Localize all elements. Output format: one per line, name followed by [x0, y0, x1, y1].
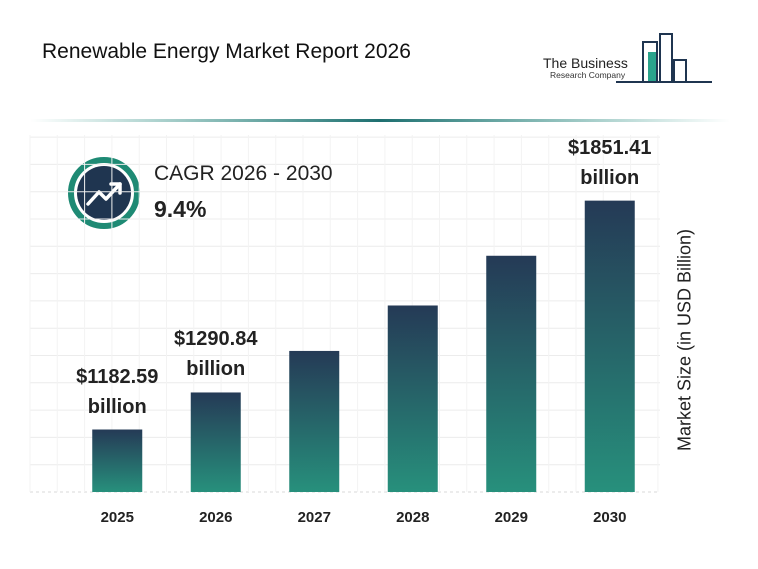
bar — [92, 429, 143, 492]
grid — [29, 135, 660, 493]
bar — [387, 305, 438, 492]
logo-icon — [616, 33, 712, 83]
x-tick-label: 2026 — [199, 509, 233, 526]
chart-title: Renewable Energy Market Report 2026 — [42, 40, 411, 63]
cagr-value: 9.4% — [154, 196, 207, 222]
x-tick-label: 2030 — [593, 509, 627, 526]
separator — [30, 119, 730, 122]
bar — [190, 392, 241, 492]
cagr-label: CAGR 2026 - 2030 — [154, 162, 333, 185]
bar — [289, 350, 340, 492]
data-label: $1851.41 billion — [568, 136, 652, 189]
x-tick-label: 2029 — [494, 509, 528, 526]
x-tick-label: 2027 — [297, 509, 331, 526]
data-label: $1182.59 billion — [76, 365, 159, 418]
bar — [486, 255, 537, 492]
x-tick-label: 2028 — [396, 509, 430, 526]
y-axis-label: Market Size (in USD Billion) — [674, 228, 695, 452]
cagr-icon — [68, 157, 140, 229]
logo-subtext: Research Company — [550, 70, 626, 80]
x-tick-label: 2025 — [100, 509, 134, 526]
bar — [584, 200, 635, 492]
logo-text: The Business — [543, 55, 628, 71]
data-label: $1290.84 billion — [174, 328, 258, 381]
